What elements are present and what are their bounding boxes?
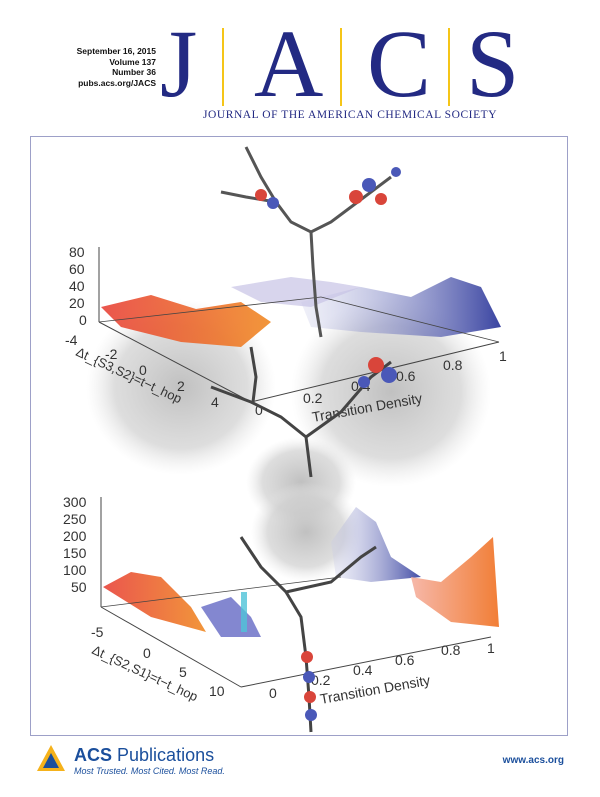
bottom-x-tick: 0.2 — [311, 672, 331, 688]
top-z-tick: 40 — [69, 278, 85, 294]
top-surface-blue — [301, 277, 501, 337]
cover-illustration: 80 60 40 20 0 -4 -2 0 2 4 0 0.2 0.4 0.6 … — [63, 146, 507, 733]
issue-number: Number 36 — [112, 67, 156, 77]
journal-full-name: JOURNAL OF THE AMERICAN CHEMICAL SOCIETY — [203, 109, 498, 121]
orbital-lobes-middle — [358, 357, 397, 388]
bottom-x-axis-label: Transition Density — [319, 672, 432, 707]
logo-letter-c: C — [367, 10, 432, 117]
bottom-x-tick: 0.4 — [353, 662, 373, 678]
bottom-z-tick: 50 — [71, 579, 87, 595]
logo-letter-j: J — [160, 10, 198, 117]
bottom-x-tick: 0.6 — [395, 652, 415, 668]
top-surface-lilac — [231, 277, 361, 307]
logo-divider — [340, 28, 342, 106]
issue-url[interactable]: pubs.acs.org/JACS — [78, 77, 156, 88]
bottom-x-tick: 0 — [269, 685, 277, 701]
acs-logo-icon — [37, 745, 65, 771]
bottom-z-tick: 250 — [63, 511, 87, 527]
bottom-axis-back — [100, 576, 342, 608]
top-axis-y — [98, 321, 252, 403]
top-surface-red — [101, 295, 271, 347]
publisher-name[interactable]: ACS Publications — [74, 745, 214, 766]
bottom-surface-blue — [201, 597, 261, 637]
top-y-tick: 4 — [211, 394, 219, 410]
top-x-tick: 1 — [499, 348, 507, 364]
issue-volume: Volume 137 — [109, 56, 156, 67]
logo-letter-a: A — [254, 10, 324, 117]
top-y-tick: 2 — [177, 378, 185, 394]
bottom-surface-orange — [411, 537, 499, 627]
cyan-peak — [241, 592, 247, 632]
bottom-x-tick: 0.8 — [441, 642, 461, 658]
bottom-y-tick: 10 — [209, 683, 225, 699]
top-x-tick: 0 — [255, 402, 263, 418]
logo-letter-s: S — [466, 10, 520, 117]
top-y-tick: -2 — [105, 346, 118, 362]
density-cloud — [291, 297, 491, 487]
publisher-acs: ACS — [74, 745, 113, 765]
website-link[interactable]: www.acs.org — [502, 755, 564, 766]
logo-divider — [448, 28, 450, 106]
top-z-tick: 60 — [69, 261, 85, 277]
bottom-axis-y — [100, 606, 242, 688]
top-z-tick: 80 — [69, 244, 85, 260]
top-y-tick: -4 — [65, 332, 78, 348]
bottom-z-tick: 100 — [63, 562, 87, 578]
bottom-z-tick: 200 — [63, 528, 87, 544]
jacs-logo: J A C S — [160, 10, 530, 117]
top-axis-back — [98, 296, 322, 323]
logo-divider — [222, 28, 224, 106]
top-axis-back — [320, 296, 500, 343]
publisher-tagline: Most Trusted. Most Cited. Most Read. — [74, 766, 225, 776]
bottom-surface-red — [103, 572, 206, 632]
bottom-x-tick: 1 — [487, 640, 495, 656]
top-z-tick: 0 — [79, 312, 87, 328]
issue-info: September 16, 2015 Volume 137 Number 36 … — [74, 46, 156, 88]
bottom-y-tick: 5 — [179, 664, 187, 680]
publisher-publications: Publications — [117, 745, 215, 765]
top-x-tick: 0.8 — [443, 357, 463, 373]
orbital-lobes-bottom — [301, 651, 317, 721]
molecule-top — [220, 146, 392, 338]
top-z-tick: 20 — [69, 295, 85, 311]
top-y-tick: 0 — [139, 362, 147, 378]
issue-date: September 16, 2015 — [76, 46, 156, 56]
top-x-tick: 0.2 — [303, 390, 323, 406]
bottom-y-tick: -5 — [91, 624, 104, 640]
bottom-z-tick: 150 — [63, 545, 87, 561]
bottom-z-tick: 300 — [63, 494, 87, 510]
cover-art: 80 60 40 20 0 -4 -2 0 2 4 0 0.2 0.4 0.6 … — [30, 136, 568, 736]
bottom-y-tick: 0 — [143, 645, 151, 661]
bottom-axis-x — [240, 636, 492, 688]
top-x-tick: 0.6 — [396, 368, 416, 384]
orbital-lobes-top — [255, 167, 401, 209]
